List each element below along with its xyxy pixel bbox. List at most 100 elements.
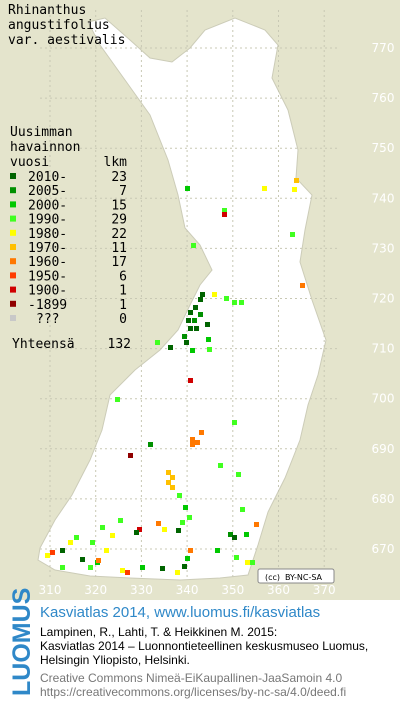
grid-y-label: 740: [372, 191, 395, 205]
observation-square: [45, 553, 50, 558]
citation: Lampinen, R., Lahti, T. & Heikkinen M. 2…: [40, 625, 277, 639]
grid-y-label: 770: [372, 41, 395, 55]
observation-square: [162, 527, 167, 532]
observation-square: [128, 453, 133, 458]
title-line: Rhinanthus: [8, 3, 86, 18]
observation-square: [194, 326, 199, 331]
observation-square: [236, 472, 241, 477]
observation-square: [250, 560, 255, 565]
legend-label: 2010-: [28, 170, 67, 185]
observation-square: [100, 525, 105, 530]
observation-square: [180, 520, 185, 525]
legend-swatch: [10, 215, 16, 222]
grid-y-label: 710: [372, 342, 395, 356]
title-line: angustifolius: [8, 18, 110, 33]
observation-square: [96, 558, 101, 563]
observation-square: [232, 535, 237, 540]
legend-count: 0: [119, 312, 127, 327]
observation-square: [90, 540, 95, 545]
observation-square: [74, 535, 79, 540]
citation: Kasviatlas 2014 – Luonnontieteellinen ke…: [40, 639, 368, 653]
grid-y-label: 690: [372, 442, 395, 456]
observation-square: [224, 296, 229, 301]
legend-swatch: [10, 258, 16, 265]
observation-square: [187, 515, 192, 520]
total-label: Yhteensä: [12, 337, 75, 352]
legend-label: 1970-: [28, 241, 67, 256]
grid-x-label: 360: [267, 583, 290, 597]
grid-y-label: 720: [372, 292, 395, 306]
observation-square: [183, 505, 188, 510]
observation-square: [228, 532, 233, 537]
legend-count: 1: [119, 298, 127, 313]
legend-swatch: [10, 201, 16, 208]
observation-square: [148, 442, 153, 447]
observation-square: [222, 212, 227, 217]
legend-label: 1990-: [28, 213, 67, 228]
legend-swatch: [10, 315, 16, 321]
observation-square: [244, 532, 249, 537]
observation-square: [188, 378, 193, 383]
title-line: var. aestivalis: [8, 33, 125, 48]
observation-square: [166, 480, 171, 485]
observation-square: [234, 555, 239, 560]
grid-x-label: 320: [84, 583, 107, 597]
observation-square: [188, 310, 193, 315]
observation-square: [207, 347, 212, 352]
legend-count: 15: [111, 198, 127, 213]
license-badge: (cc) BY-NC-SA: [257, 568, 335, 584]
observation-square: [160, 566, 165, 571]
observation-square: [125, 570, 130, 575]
svg-text:(cc): (cc): [265, 573, 280, 582]
observation-square: [185, 186, 190, 191]
observation-square: [206, 337, 211, 342]
observation-square: [190, 442, 195, 447]
brand: LUOMUS: [8, 588, 36, 696]
observation-square: [218, 463, 223, 468]
observation-square: [104, 548, 109, 553]
legend-swatch: [10, 187, 16, 194]
observation-square: [184, 340, 189, 345]
observation-square: [185, 556, 190, 561]
legend-label: 2000-: [28, 198, 67, 213]
observation-square: [175, 570, 180, 575]
observation-square: [199, 430, 204, 435]
observation-square: [195, 440, 200, 445]
legend-label: 1950-: [28, 269, 67, 284]
legend-swatch: [10, 173, 16, 179]
observation-square: [68, 540, 73, 545]
observation-square: [188, 548, 193, 553]
observation-square: [177, 493, 182, 498]
observation-square: [110, 533, 115, 538]
grid-x-label: 340: [176, 583, 199, 597]
legend-label: 1900-: [28, 284, 67, 299]
observation-square: [300, 283, 305, 288]
observation-square: [232, 300, 237, 305]
legend-count: 11: [111, 241, 127, 256]
observation-square: [140, 565, 145, 570]
legend-swatch: [10, 286, 16, 293]
observation-square: [156, 521, 161, 526]
observation-square: [188, 326, 193, 331]
finland-outline: [37, 17, 327, 581]
legend-swatch: [10, 272, 16, 279]
grid-x-label: 310: [39, 583, 62, 597]
observation-square: [80, 557, 85, 562]
observation-square: [137, 527, 142, 532]
observation-square: [192, 318, 197, 323]
legend-heading: havainnon: [10, 140, 80, 155]
legend-label: ???: [36, 312, 59, 327]
badge-text: BY-NC-SA: [285, 573, 323, 582]
observation-square: [182, 334, 187, 339]
legend-count: 22: [111, 227, 127, 242]
observation-square: [182, 564, 187, 569]
observation-square: [60, 548, 65, 553]
observation-square: [186, 318, 191, 323]
grid-x-label: 330: [130, 583, 153, 597]
citation: Helsingin Yliopisto, Helsinki.: [40, 653, 190, 667]
grid-x-label: 350: [221, 583, 244, 597]
legend-label: -1899: [28, 298, 67, 313]
grid-x-label: 370: [313, 583, 336, 597]
